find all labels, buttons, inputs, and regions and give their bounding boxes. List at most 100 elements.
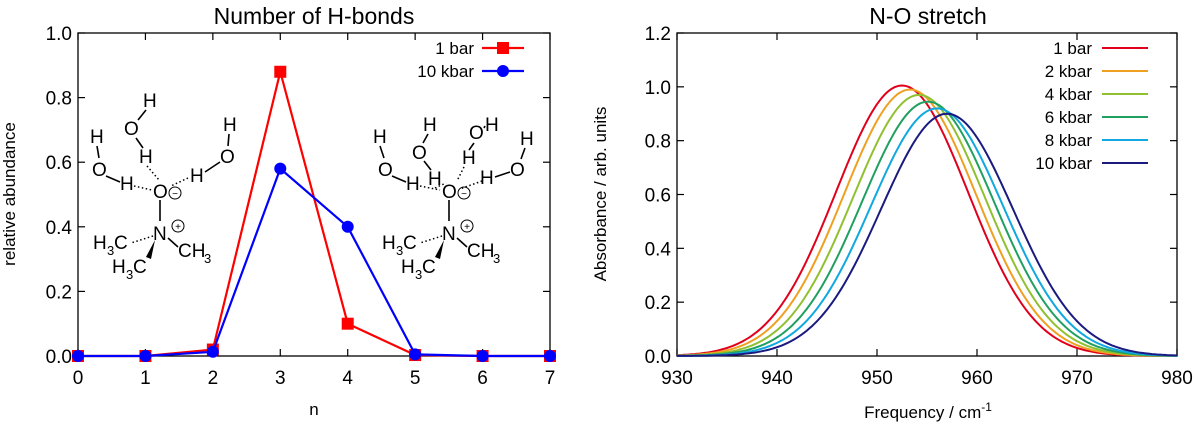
hbond-legend-label: 1 bar	[435, 39, 474, 58]
no-stretch-x-tick-label: 980	[1161, 368, 1193, 389]
hbond-series-point	[544, 350, 556, 362]
mol2-plus-sign: +	[464, 222, 470, 233]
mol2-bond	[423, 160, 432, 171]
no-stretch-legend: 1 bar 2 kbar 4 kbar 6 kbar 8 kbar 10 kbar	[1035, 39, 1148, 173]
hbond-x-tick-label: 5	[410, 368, 421, 389]
mol1-nitrogen: N	[153, 224, 167, 245]
hbond-series-point	[72, 350, 84, 362]
mol1-minus-sign: −	[172, 189, 178, 200]
no-stretch-x-tick-label: 930	[661, 368, 693, 389]
molecule-three-waters: H O H H O H H O H O − N + H	[90, 91, 237, 282]
mol1-methyl-right: CH	[178, 241, 205, 262]
hbond-x-tick-label: 7	[545, 368, 556, 389]
no-stretch-y-tick-label: 0.2	[645, 293, 671, 314]
mol1-bond	[135, 137, 144, 149]
hbond-series-point	[476, 350, 489, 362]
no-stretch-y-tick-label: 0.0	[645, 347, 671, 368]
hbond-legend: 1 bar 10 kbar	[417, 39, 524, 81]
hbond-y-tick-label: 0.6	[46, 153, 72, 174]
mol2-water3-h2: H	[462, 148, 476, 169]
hbond-x-tick-label: 6	[477, 368, 488, 389]
mol1-bond	[204, 161, 221, 173]
no-stretch-y-tick-label: 0.4	[645, 239, 672, 260]
mol2-hbond	[456, 166, 465, 182]
hbond-plot-frame	[77, 32, 551, 357]
mol1-hbond	[146, 165, 160, 181]
mol2-bond	[520, 147, 526, 160]
mol2-methyl-bottom-c: C	[422, 257, 436, 278]
mol2-minus-sign: −	[461, 189, 467, 200]
no-stretch-y-axis-label: Absorbance / arb. units	[591, 107, 610, 282]
mol1-bond	[105, 175, 121, 183]
hbond-series-line-0	[78, 71, 550, 358]
no-stretch-y-tick-label: 1.2	[645, 24, 671, 45]
hbond-y-tick-label: 0.4	[46, 218, 73, 239]
mol1-water1-o: O	[124, 119, 139, 140]
mol2-hbond	[419, 185, 441, 191]
mol1-methyl-bottom-h: H	[112, 257, 126, 278]
hbond-y-tick-label: 1.0	[46, 24, 72, 45]
mol2-methyl-bottom-h: H	[401, 257, 415, 278]
mol2-bond	[422, 133, 429, 144]
mol1-hbond	[133, 185, 153, 191]
mol1-methyl-right-sub: 3	[204, 251, 211, 266]
hbond-x-tick-label: 2	[208, 368, 219, 389]
no-stretch-y-tick-label: 0.8	[645, 132, 671, 153]
hbond-chart: Number of H-bonds 0 1 2 3 4 5 6 7 0.0 0.2 0.4 0.6 0.…	[0, 3, 556, 419]
mol1-water2-h: H	[90, 127, 104, 148]
hbond-series-line-1	[78, 166, 550, 358]
mol1-hashed-bond	[130, 235, 154, 244]
no-stretch-series-line-4	[677, 107, 1178, 357]
mol2-wedge-bond	[435, 240, 444, 259]
mol2-water2-h: H	[373, 127, 387, 148]
no-stretch-x-axis-label-text: Frequency / cm	[864, 403, 981, 422]
mol2-plus-charge	[460, 219, 474, 233]
hbond-y-axis-label: relative abundance	[0, 122, 19, 266]
mol1-water2-h2: H	[120, 174, 134, 195]
mol2-bond	[468, 142, 475, 151]
mol1-methyl-bottom-sub: 3	[126, 267, 133, 282]
no-stretch-series-line-0	[676, 84, 1178, 357]
no-stretch-series-line-2	[676, 93, 1177, 357]
mol2-bond	[483, 125, 486, 129]
mol2-bond	[494, 171, 511, 178]
mol2-water4-o: O	[510, 160, 525, 181]
hbond-series-point	[341, 220, 354, 233]
mol2-water3-h: H	[485, 115, 499, 136]
hbond-chart-title: Number of H-bonds	[214, 3, 415, 29]
mol2-minus-charge	[457, 186, 471, 200]
no-stretch-ticks: 930 940 950 960 970 980 0.0 0.2 0.4 0.6 0.8 1.0 1.2	[645, 24, 1193, 389]
mol2-methyl-bottom-sub: 3	[415, 267, 422, 282]
hbond-x-tick-label: 3	[275, 368, 286, 389]
mol2-water2-o: O	[378, 160, 393, 181]
mol1-wedge-bond	[146, 240, 155, 259]
hbond-series-point	[274, 65, 287, 78]
no-stretch-x-tick-label: 940	[761, 368, 793, 389]
mol1-hbond	[170, 177, 189, 187]
no-stretch-series	[676, 84, 1178, 357]
hbond-series-point	[206, 345, 219, 358]
hbond-series-point	[139, 350, 152, 362]
hbond-x-axis-label: n	[309, 400, 318, 419]
hbond-y-tick-label: 0.2	[46, 282, 72, 303]
no-stretch-legend-label: 8 kbar	[1045, 131, 1093, 150]
hbond-ticks: 0 1 2 3 4 5 6 7 0.0 0.2 0.4 0.6 0.8 1.0	[46, 24, 556, 389]
no-stretch-plot-frame	[676, 32, 1178, 357]
mol1-water3-o: O	[220, 147, 235, 168]
hbond-y-tick-label: 0.8	[46, 89, 72, 110]
mol1-water3-h: H	[223, 115, 237, 136]
hbond-series	[72, 65, 556, 362]
hbond-legend-marker	[497, 65, 509, 77]
mol2-water4-h2: H	[480, 168, 494, 189]
no-stretch-x-axis-label: Frequency / cm-1	[864, 400, 992, 422]
mol2-bond	[456, 237, 468, 248]
hbond-x-tick-label: 1	[140, 368, 151, 389]
mol2-oxide-o: O	[442, 182, 457, 203]
mol1-methyl-left-c: C	[114, 233, 128, 254]
no-stretch-x-tick-label: 970	[1061, 368, 1093, 389]
mol2-hbond	[459, 180, 483, 190]
hbond-legend-label: 10 kbar	[417, 62, 474, 81]
mol2-water1-h: H	[423, 115, 437, 136]
no-stretch-series-line-5	[677, 112, 1177, 357]
